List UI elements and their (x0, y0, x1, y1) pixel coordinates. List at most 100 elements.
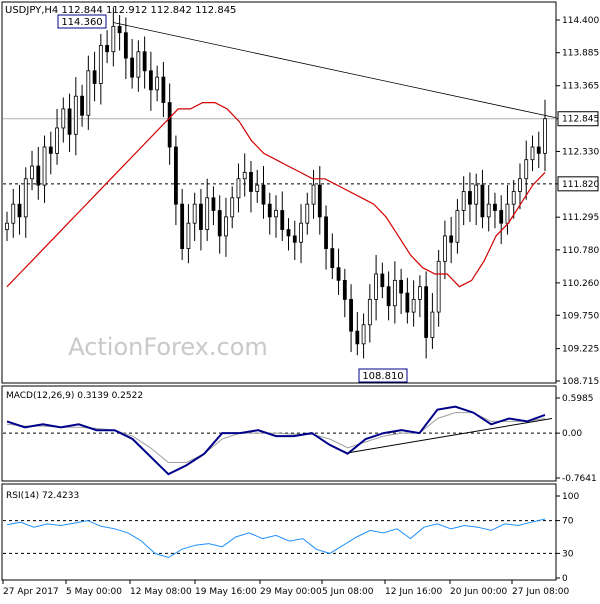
candle-body (86, 70, 91, 116)
high-annotation-box (57, 14, 107, 29)
candle-body (524, 159, 529, 180)
candle-body (73, 95, 78, 135)
candle-body (17, 203, 22, 218)
candle-body (42, 146, 47, 186)
x-tick-label: 27 Apr 2017 (3, 587, 59, 597)
candle-body (123, 32, 128, 59)
candle-body (23, 178, 28, 218)
price-layer: 114.360 108.810 (3, 7, 557, 383)
candle-body (536, 146, 541, 154)
price-tick-label: 109.225 (562, 345, 599, 355)
symbol-header: USDJPY,H4 112.844 112.912 112.842 112.84… (5, 5, 236, 16)
candle-body (461, 191, 466, 211)
x-tick-label: 5 May 00:00 (66, 587, 122, 597)
candle-body (217, 210, 222, 237)
high-annotation-label: 114.360 (61, 17, 102, 28)
candle-body (480, 184, 485, 218)
macd-tick-label: -0.7641 (562, 474, 597, 484)
candle-body (336, 267, 341, 281)
rsi-title: RSI(14) 72.4233 (6, 491, 79, 501)
macd-trendline (349, 417, 553, 454)
price-tick-label: 108.715 (562, 377, 599, 387)
candle-body (36, 165, 41, 186)
rsi-tick-label: 30 (562, 549, 574, 559)
candle-body (67, 108, 72, 135)
candle-body (443, 235, 447, 262)
candle-body (386, 286, 391, 307)
rsi-tick-label: 0 (562, 574, 568, 584)
candle-body (11, 203, 16, 224)
candle-body (117, 25, 122, 34)
candle-body (374, 273, 378, 300)
candle-body (249, 172, 253, 192)
candle-body (230, 197, 235, 218)
axis-layer: 114.400 113.885 113.365 112.845 112.330 111.8… (2, 16, 599, 597)
candle-body (411, 299, 416, 313)
price-tick-label: 112.330 (562, 147, 599, 157)
candle-body (274, 210, 278, 218)
candle-body (92, 70, 97, 84)
price-tick-label: 110.780 (562, 246, 599, 256)
rsi-line (6, 518, 546, 559)
rsi-tick-label: 100 (562, 492, 579, 502)
candle-body (48, 146, 53, 154)
x-tick-label: 5 Jun 08:00 (322, 587, 374, 597)
current-price-axis-box (557, 111, 599, 127)
candle-body (511, 191, 516, 205)
x-tick-label: 12 Jun 16:00 (385, 587, 442, 597)
candle-body (468, 191, 472, 205)
rsi-layer: RSI(14) 72.4233 (3, 491, 556, 559)
candle-body (267, 203, 272, 218)
macd-layer: MACD(12,26,9) 0.3139 0.2522 (3, 391, 556, 476)
candle-body (355, 330, 360, 345)
candle-body (286, 229, 291, 237)
candle-body (543, 118, 547, 154)
macd-tick-label: 0.5985 (562, 394, 594, 404)
candle-body (455, 210, 460, 243)
candle-body (161, 76, 166, 103)
candle-body (474, 184, 479, 205)
candle-body (280, 210, 285, 230)
support-price-axis-label: 111.820 (562, 180, 599, 190)
candle-body (236, 178, 241, 199)
candle-body (142, 51, 147, 72)
x-tick-label: 12 May 08:00 (130, 587, 192, 597)
candle-body (180, 203, 185, 250)
candle-body (330, 248, 335, 269)
macd-title: MACD(12,26,9) 0.3139 0.2522 (6, 391, 143, 401)
candle-body (130, 57, 135, 78)
candle-body (424, 286, 429, 338)
candle-body (317, 184, 322, 218)
candle-body (305, 203, 310, 224)
candle-body (430, 311, 435, 338)
price-tick-label: 110.260 (562, 279, 599, 289)
candle-body (255, 184, 260, 192)
candle-body (518, 178, 522, 192)
candle-body (30, 165, 34, 180)
candle-body (111, 25, 116, 53)
watermark-text: ActionForex.com (68, 333, 268, 361)
candle-body (486, 203, 491, 218)
candle-body (436, 260, 441, 313)
x-tick-label: 20 Jun 00:00 (450, 587, 507, 597)
candle-body (211, 197, 216, 211)
candle-body (167, 102, 172, 148)
price-tick-label: 113.365 (562, 82, 599, 92)
candle-body (361, 324, 366, 345)
candle-body (311, 184, 316, 205)
candle-body (261, 184, 266, 205)
price-tick-label: 114.400 (562, 16, 599, 26)
price-tick-label: 109.750 (562, 311, 599, 321)
candle-body (367, 299, 372, 326)
candle-body (61, 108, 66, 129)
rsi-tick-label: 70 (562, 517, 574, 527)
candle-body (155, 76, 160, 91)
candle-body (499, 210, 504, 224)
candle-body (299, 222, 303, 243)
price-panel-frame (1, 1, 557, 384)
candle-body (224, 216, 228, 237)
candle-body (98, 45, 103, 84)
current-price-axis-label: 112.845 (562, 115, 599, 125)
